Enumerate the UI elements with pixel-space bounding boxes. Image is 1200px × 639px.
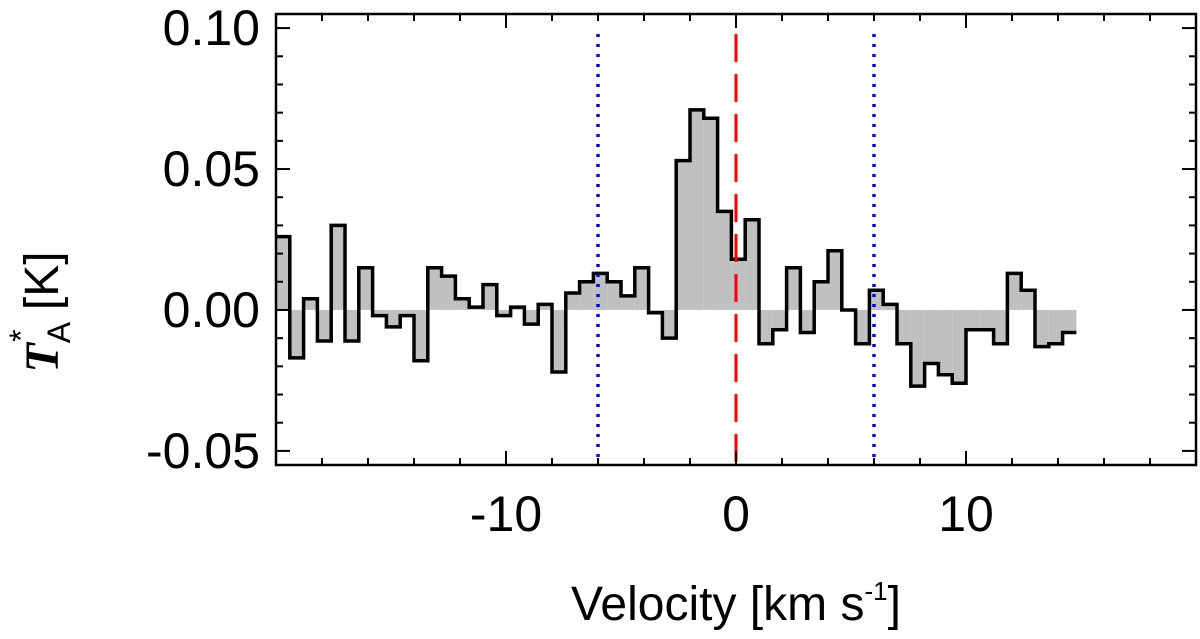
spectrum-bin	[414, 309, 428, 361]
spectrum-bin	[910, 309, 925, 387]
spectrum-bin	[993, 309, 1008, 344]
x-axis-title: Velocity [km s-1]	[571, 576, 901, 631]
spectrum-bin	[345, 309, 359, 341]
spectrum-bin	[621, 295, 635, 310]
y-axis-ticks: -0.05 0.00 0.05 0.10	[146, 0, 1196, 479]
spectrum-bin	[814, 281, 828, 310]
y-tick-label: -0.05	[146, 423, 260, 479]
spectrum-bin	[1062, 309, 1077, 333]
spectrum-bin	[979, 309, 994, 330]
spectrum-bin	[759, 309, 773, 344]
y-tick-label: 0.00	[163, 282, 260, 338]
reference-lines	[596, 34, 876, 465]
spectrum-bin	[966, 309, 980, 330]
spectrum-bin	[800, 309, 815, 333]
spectrum-bin	[331, 225, 345, 310]
spectrum-bin	[690, 109, 704, 310]
spectrum-bin	[455, 298, 470, 310]
spectrum-bin	[552, 309, 566, 372]
y-tick-label: 0.05	[163, 141, 260, 197]
spectrum-bin	[538, 304, 552, 310]
spectrum-bin	[1035, 309, 1049, 347]
y-axis-title: TA* [K]	[3, 251, 77, 372]
spectrum-bin	[883, 304, 897, 310]
spectrum-bin	[703, 118, 718, 310]
spectrum-bin	[276, 236, 290, 310]
spectrum-bin	[676, 160, 690, 310]
spectrum-bin	[565, 293, 580, 310]
spectrum-bin	[924, 309, 939, 364]
plot-area	[276, 34, 1077, 465]
spectrum-bin	[496, 309, 511, 316]
x-tick-label: -10	[470, 486, 542, 542]
spectrum-step-line	[276, 108, 1077, 388]
spectrum-bin	[786, 267, 801, 310]
spectrum-bin	[1021, 290, 1035, 310]
spectrum-bin	[358, 267, 373, 310]
spectrum-bin	[952, 309, 966, 384]
spectrum-bin	[386, 309, 401, 327]
spectrum-bin	[372, 309, 387, 316]
spectrum-bin	[772, 309, 787, 330]
spectrum-bin	[317, 309, 332, 341]
x-tick-label: 10	[938, 486, 994, 542]
spectrum-bin	[427, 267, 442, 310]
y-tick-label: 0.10	[163, 0, 260, 56]
spectrum-bin	[717, 211, 732, 310]
spectrum-bin	[1048, 309, 1063, 344]
spectrum-bin	[289, 309, 304, 358]
spectrum-bin	[593, 273, 608, 310]
spectrum-bin	[441, 276, 456, 310]
spectrum-bin	[400, 309, 414, 316]
spectrum-fill	[276, 109, 1077, 387]
spectrum-bin	[897, 309, 911, 344]
spectrum-bin	[634, 267, 649, 310]
spectrum-bin	[828, 250, 842, 310]
x-tick-label: 0	[722, 486, 750, 542]
spectrum-bin	[524, 309, 539, 325]
spectrum-bin	[303, 298, 318, 310]
spectrum-bin	[855, 309, 870, 344]
spectrum-bin	[869, 290, 884, 310]
spectrum-bin	[938, 309, 953, 375]
x-axis-ticks: -10 0 10	[321, 14, 1151, 542]
spectrum-bin	[579, 281, 594, 310]
spectrum-bin	[607, 281, 621, 310]
spectrum-bin	[1007, 273, 1022, 310]
spectrum-bin	[745, 219, 759, 310]
spectrum-bin	[731, 259, 746, 310]
spectrum-bin	[662, 309, 677, 339]
spectrum-bin	[483, 284, 497, 310]
